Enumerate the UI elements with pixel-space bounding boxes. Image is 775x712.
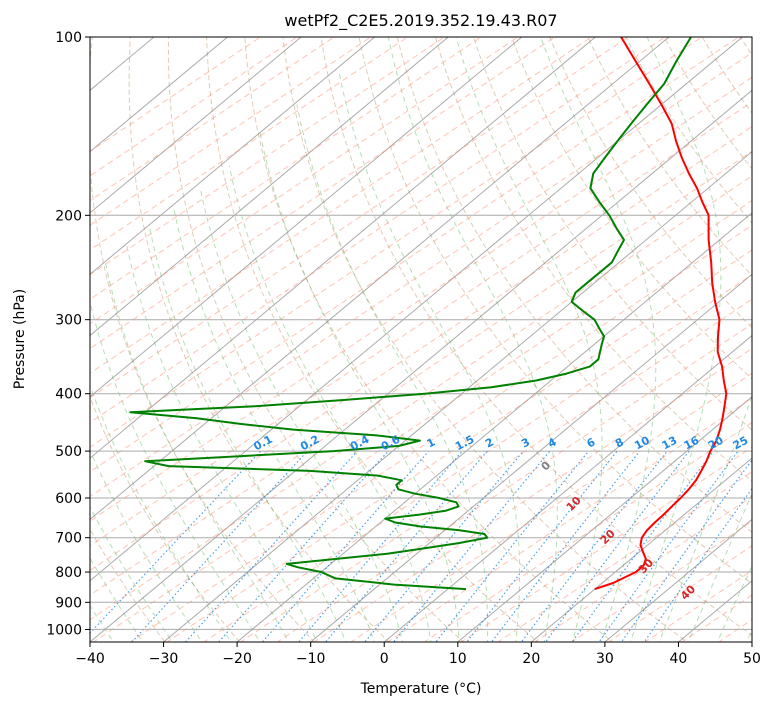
x-tick-label: −30 [149, 651, 179, 667]
y-tick-label: 900 [55, 595, 82, 611]
x-tick-label: 0 [380, 651, 389, 667]
x-tick-label: 50 [743, 651, 761, 667]
y-tick-label: 500 [55, 444, 82, 460]
x-tick-label: −40 [75, 651, 105, 667]
x-axis-label: Temperature (°C) [360, 681, 482, 697]
y-tick-label: 600 [55, 491, 82, 507]
x-tick-label: 10 [449, 651, 467, 667]
x-tick-label: −10 [296, 651, 326, 667]
y-tick-label: 800 [55, 565, 82, 581]
chart-title: wetPf2_C2E5.2019.352.19.43.R07 [284, 11, 557, 31]
y-axis-label: Pressure (hPa) [12, 289, 28, 389]
y-tick-label: 200 [55, 208, 82, 224]
y-tick-label: 1000 [46, 622, 82, 638]
y-tick-label: 700 [55, 531, 82, 547]
y-tick-label: 400 [55, 387, 82, 403]
y-tick-label: 300 [55, 313, 82, 329]
x-tick-label: 40 [670, 651, 688, 667]
y-tick-label: 100 [55, 30, 82, 46]
x-tick-label: −20 [222, 651, 252, 667]
x-tick-label: 20 [522, 651, 540, 667]
x-tick-label: 30 [596, 651, 614, 667]
